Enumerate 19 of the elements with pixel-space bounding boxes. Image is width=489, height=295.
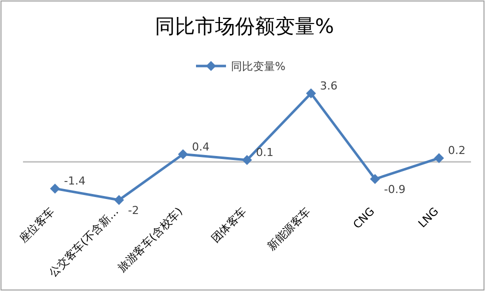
point bbox=[306, 88, 316, 98]
x-tick-label: 新能源客车 bbox=[265, 204, 314, 254]
point bbox=[242, 155, 252, 165]
data-label: 3.6 bbox=[320, 79, 338, 92]
x-tick-label: 团体客车 bbox=[208, 204, 250, 246]
point bbox=[434, 153, 444, 164]
data-label: 0.1 bbox=[256, 146, 274, 159]
point bbox=[370, 174, 380, 184]
point bbox=[50, 184, 60, 194]
chart-title: 同比市场份额变量% bbox=[154, 14, 334, 38]
data-label: -2 bbox=[128, 204, 139, 217]
data-label: -0.9 bbox=[384, 183, 406, 196]
data-label: 0.4 bbox=[192, 140, 210, 154]
legend-label: 同比变量% bbox=[231, 60, 286, 73]
point bbox=[114, 195, 124, 205]
point bbox=[178, 149, 188, 160]
x-tick-label: 座位客车 bbox=[16, 204, 58, 246]
data-label: -1.4 bbox=[64, 174, 86, 188]
data-label: 0.2 bbox=[448, 144, 466, 158]
